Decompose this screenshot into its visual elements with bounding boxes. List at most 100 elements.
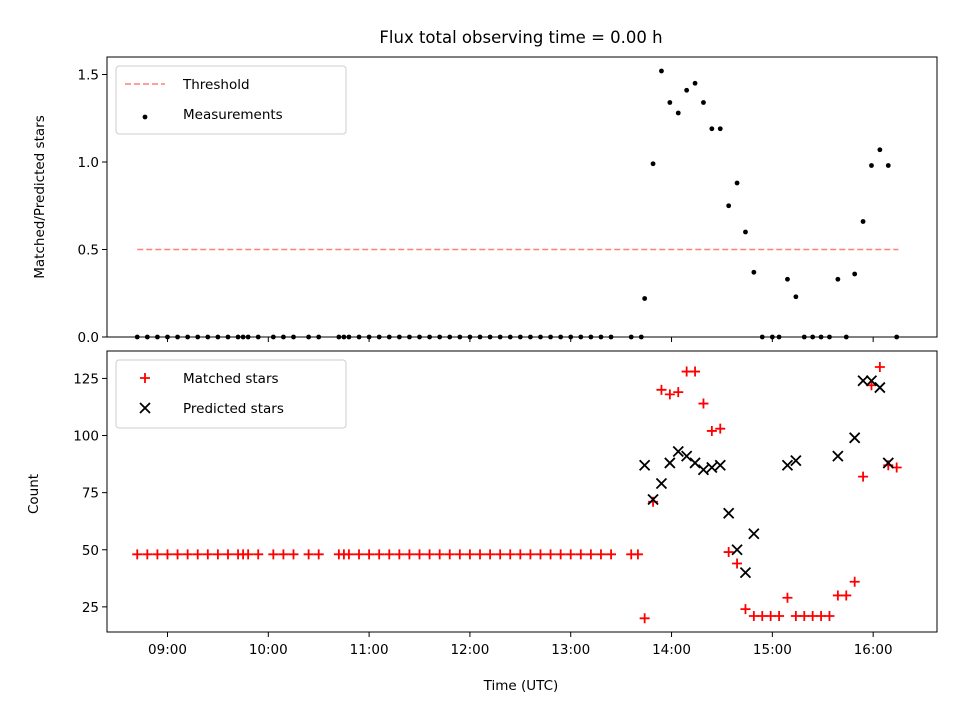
bottom-ytick-label: 75 bbox=[82, 486, 99, 502]
measurement-point bbox=[235, 334, 241, 340]
matched-star-point bbox=[142, 549, 153, 560]
matched-star-point bbox=[698, 398, 709, 409]
bottom-ytick-label: 25 bbox=[82, 600, 99, 616]
xtick-label: 16:00 bbox=[854, 642, 893, 658]
measurement-point bbox=[175, 334, 180, 340]
measurement-point bbox=[860, 219, 866, 224]
matched-star-point bbox=[182, 549, 193, 560]
bottom-ytick-label: 125 bbox=[73, 371, 99, 387]
xtick-label: 12:00 bbox=[450, 642, 489, 658]
measurement-point bbox=[810, 334, 816, 340]
predicted-star-point bbox=[647, 493, 659, 506]
matched-star-point bbox=[505, 549, 516, 560]
matched-star-point bbox=[162, 549, 173, 560]
legend-predicted-swatch bbox=[139, 402, 151, 414]
measurement-point bbox=[684, 87, 690, 93]
matched-star-point bbox=[690, 366, 701, 377]
measurement-point bbox=[835, 276, 841, 282]
measurement-point bbox=[497, 334, 503, 340]
measurement-point bbox=[240, 334, 246, 340]
legend-measurement-swatch bbox=[142, 114, 148, 120]
matched-star-point bbox=[424, 549, 435, 560]
matched-star-point bbox=[858, 471, 869, 482]
measurement-point bbox=[869, 163, 874, 168]
matched-star-point bbox=[555, 549, 566, 560]
matched-star-point bbox=[278, 549, 289, 560]
count-panel: 25 50 75 100 125 09:00 10:00 11:00 12:00 13:00 14:… bbox=[73, 350, 938, 658]
predicted-star-point bbox=[697, 464, 710, 476]
measurement-point bbox=[818, 334, 824, 340]
matched-star-point bbox=[715, 423, 726, 434]
matched-star-point bbox=[394, 549, 405, 560]
legend-label: Predicted stars bbox=[183, 401, 284, 417]
measurement-point bbox=[437, 334, 443, 340]
matched-star-point bbox=[172, 549, 183, 560]
predicted-star-point bbox=[689, 457, 701, 469]
matched-star-point bbox=[816, 611, 827, 622]
measurement-point bbox=[281, 334, 286, 340]
predicted-star-point bbox=[639, 459, 651, 471]
matched-star-point bbox=[723, 547, 734, 558]
measurement-point bbox=[785, 276, 790, 282]
predicted-star-point bbox=[790, 455, 802, 467]
matched-star-point bbox=[681, 366, 692, 377]
matched-star-point bbox=[606, 549, 617, 560]
legend-matched-swatch bbox=[140, 373, 150, 383]
ratio-panel: 0.0 0.5 1.0 1.5 Threshold Measurements bbox=[78, 56, 938, 346]
measurement-point bbox=[894, 334, 900, 340]
measurement-point bbox=[692, 80, 698, 86]
matched-star-point bbox=[434, 549, 445, 560]
matched-star-point bbox=[585, 549, 596, 560]
predicted-star-point bbox=[865, 375, 878, 387]
matched-star-point bbox=[639, 613, 650, 624]
matched-star-point bbox=[222, 549, 233, 560]
matched-star-point bbox=[313, 549, 324, 560]
xtick-label: 15:00 bbox=[753, 642, 792, 658]
matched-star-point bbox=[849, 576, 860, 587]
matched-star-point bbox=[464, 549, 475, 560]
measurement-point bbox=[487, 334, 493, 340]
measurement-point bbox=[195, 334, 201, 340]
top-y-axis-label: Matched/Predicted stars bbox=[32, 115, 48, 278]
measurement-point bbox=[376, 334, 382, 340]
matched-star-point bbox=[632, 549, 643, 560]
predicted-star-point bbox=[874, 381, 886, 394]
measurement-point bbox=[386, 334, 392, 340]
matched-star-point bbox=[656, 384, 667, 395]
matched-star-point bbox=[132, 549, 143, 560]
bottom-legend bbox=[115, 359, 347, 429]
predicted-star-point bbox=[714, 459, 726, 471]
measurement-point bbox=[701, 100, 706, 105]
measurement-point bbox=[759, 334, 765, 340]
measurement-point bbox=[155, 334, 160, 340]
measurement-point bbox=[877, 147, 883, 153]
predicted-star-point bbox=[655, 477, 668, 490]
matched-star-point bbox=[485, 549, 496, 560]
matched-star-point bbox=[824, 611, 835, 622]
measurement-point bbox=[225, 334, 231, 340]
measurement-point bbox=[726, 203, 732, 209]
matched-star-point bbox=[799, 611, 810, 622]
matched-star-point bbox=[444, 549, 455, 560]
legend-label: Threshold bbox=[182, 77, 250, 93]
measurement-point bbox=[165, 334, 170, 340]
measurement-point bbox=[356, 334, 362, 340]
legend-label: Measurements bbox=[183, 107, 283, 123]
matched-star-point bbox=[575, 549, 586, 560]
measurement-point bbox=[588, 334, 594, 340]
matched-star-point bbox=[706, 425, 717, 436]
measurement-point bbox=[316, 334, 322, 340]
predicted-star-point bbox=[664, 457, 676, 469]
matched-star-point bbox=[404, 549, 415, 560]
top-ytick-label: 0.0 bbox=[78, 330, 99, 346]
measurement-point bbox=[568, 334, 574, 340]
top-ytick-label: 0.5 bbox=[78, 243, 99, 259]
measurement-point bbox=[793, 294, 799, 300]
measurement-point bbox=[366, 334, 372, 340]
measurement-point bbox=[396, 334, 402, 340]
measurement-point bbox=[306, 334, 312, 340]
measurement-point bbox=[598, 334, 604, 340]
measurement-point bbox=[638, 334, 644, 340]
measurement-point bbox=[578, 334, 584, 340]
